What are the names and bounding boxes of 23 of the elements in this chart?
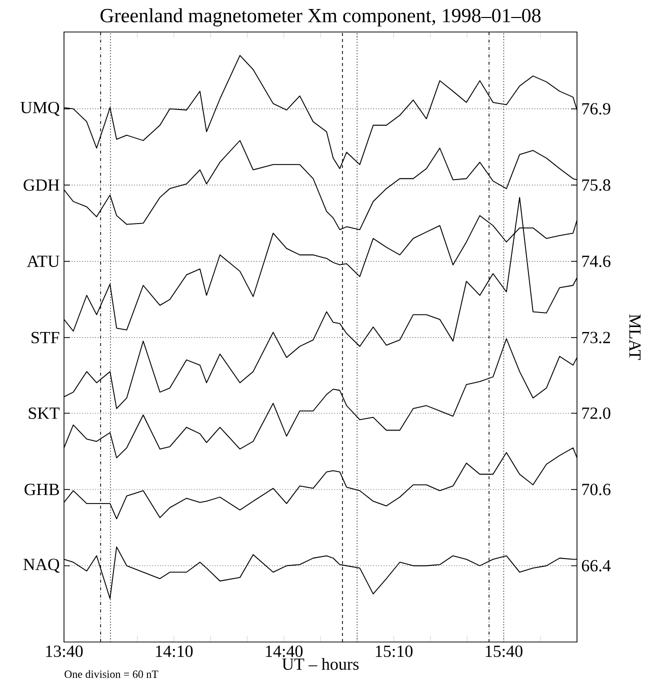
- legend-label: SKT: [28, 408, 60, 419]
- x-tick-label: 14:10: [156, 646, 193, 658]
- x-tick-label: 14:40: [266, 646, 303, 658]
- legend-label: GDH: [24, 179, 60, 191]
- text: 66.4: [582, 560, 611, 572]
- text: 74.6: [582, 256, 610, 268]
- legend-label: NAQ: [23, 558, 60, 573]
- legend-label: GHB: [24, 484, 59, 496]
- legend-label: STF: [32, 332, 60, 344]
- legend-label: UMQ: [20, 102, 60, 116]
- text: One division = 60 nT: [64, 670, 158, 678]
- text: 75.8: [582, 179, 610, 191]
- text: 76.9: [582, 103, 610, 115]
- x-tick-label: 15:10: [376, 646, 413, 658]
- text: 70.6: [582, 484, 610, 496]
- y2-axis-title: MLAT: [629, 314, 641, 360]
- x-tick-label: 15:40: [486, 646, 522, 658]
- x-axis-title: UT – hours: [282, 658, 359, 670]
- text: 72.0: [582, 407, 610, 420]
- x-tick-label: 13:40: [46, 646, 83, 658]
- chart-title: Greenland magnetometer Xm component, 1998–01–08: [100, 8, 541, 26]
- text: 73.2: [582, 332, 610, 344]
- legend-label: ATU: [26, 256, 60, 268]
